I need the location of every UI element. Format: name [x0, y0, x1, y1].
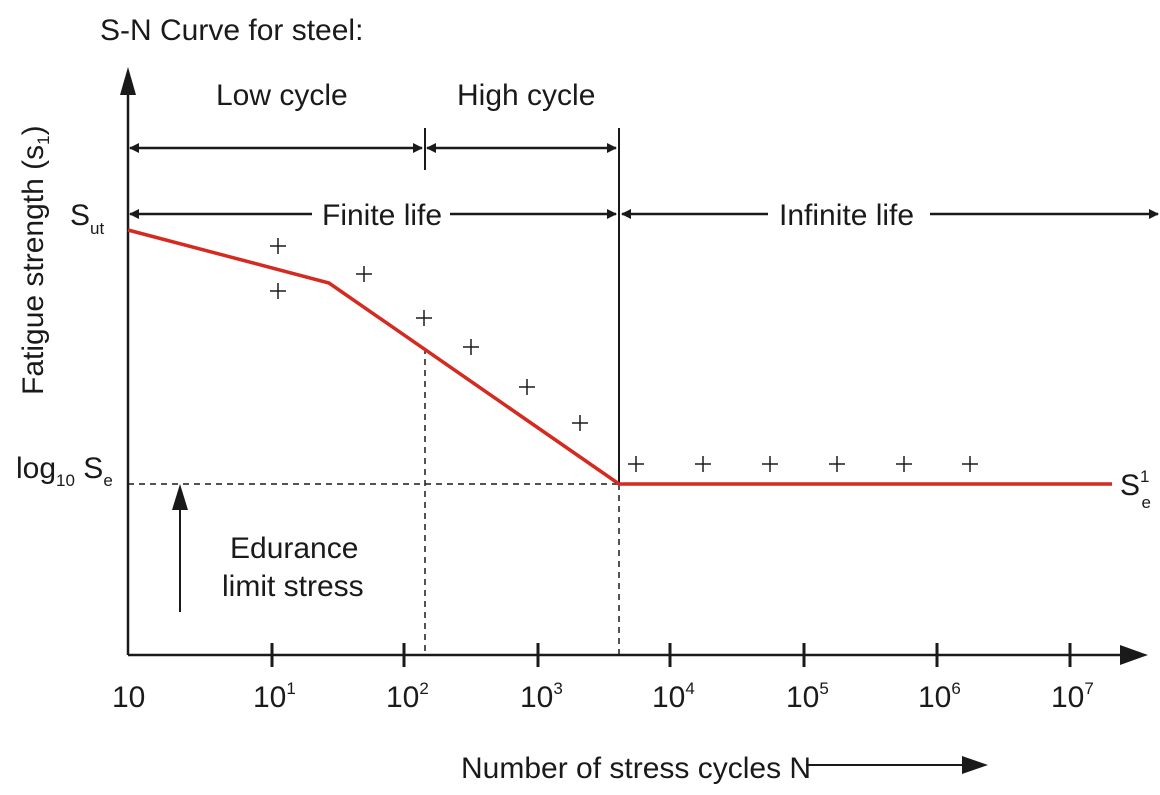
low-cycle-label: Low cycle — [216, 79, 348, 112]
data-marker — [829, 456, 845, 472]
data-marker — [762, 456, 778, 472]
sn-curve-line — [127, 228, 1112, 486]
x-tick-labels: 10 101 102 103 104 105 106 107 — [112, 679, 1094, 714]
x-tick-label: 103 — [520, 679, 563, 714]
x-axis-label: Number of stress cycles N — [461, 752, 811, 785]
x-tick-label: 107 — [1051, 679, 1094, 714]
data-marker — [695, 456, 711, 472]
data-marker — [463, 339, 479, 355]
s-ut-label: Sut — [70, 199, 104, 238]
data-marker — [356, 266, 372, 282]
data-markers — [270, 238, 978, 472]
chart-title: S-N Curve for steel: — [100, 14, 363, 47]
x-tick-label: 10 — [112, 681, 145, 714]
data-marker — [519, 379, 535, 395]
endurance-label-line1: Edurance — [230, 532, 358, 565]
data-marker — [572, 415, 588, 431]
log-se-label: log10 Se — [16, 452, 113, 490]
data-marker — [628, 456, 644, 472]
x-tick-label: 106 — [918, 679, 961, 714]
y-axis-label: Fatigue strength (s1) — [17, 125, 53, 395]
data-marker — [270, 238, 286, 254]
endurance-arrowhead — [172, 484, 188, 510]
data-marker — [416, 310, 432, 326]
x-axis-arrowhead — [1120, 645, 1148, 665]
endurance-label-line2: limit stress — [222, 570, 364, 603]
x-tick-marks — [270, 643, 1072, 667]
x-tick-label: 102 — [386, 679, 429, 714]
data-marker — [896, 456, 912, 472]
se1-label: S1 e — [1120, 467, 1151, 512]
x-tick-label: 101 — [253, 679, 296, 714]
x-tick-label: 104 — [652, 679, 695, 714]
x-tick-label: 105 — [786, 679, 829, 714]
high-cycle-label: High cycle — [457, 79, 595, 112]
finite-life-label: Finite life — [322, 199, 442, 232]
data-marker — [270, 283, 286, 299]
y-axis-arrowhead — [120, 67, 136, 95]
data-marker — [962, 456, 978, 472]
infinite-life-label: Infinite life — [779, 199, 914, 232]
x-axis-label-arrowhead — [962, 756, 988, 774]
